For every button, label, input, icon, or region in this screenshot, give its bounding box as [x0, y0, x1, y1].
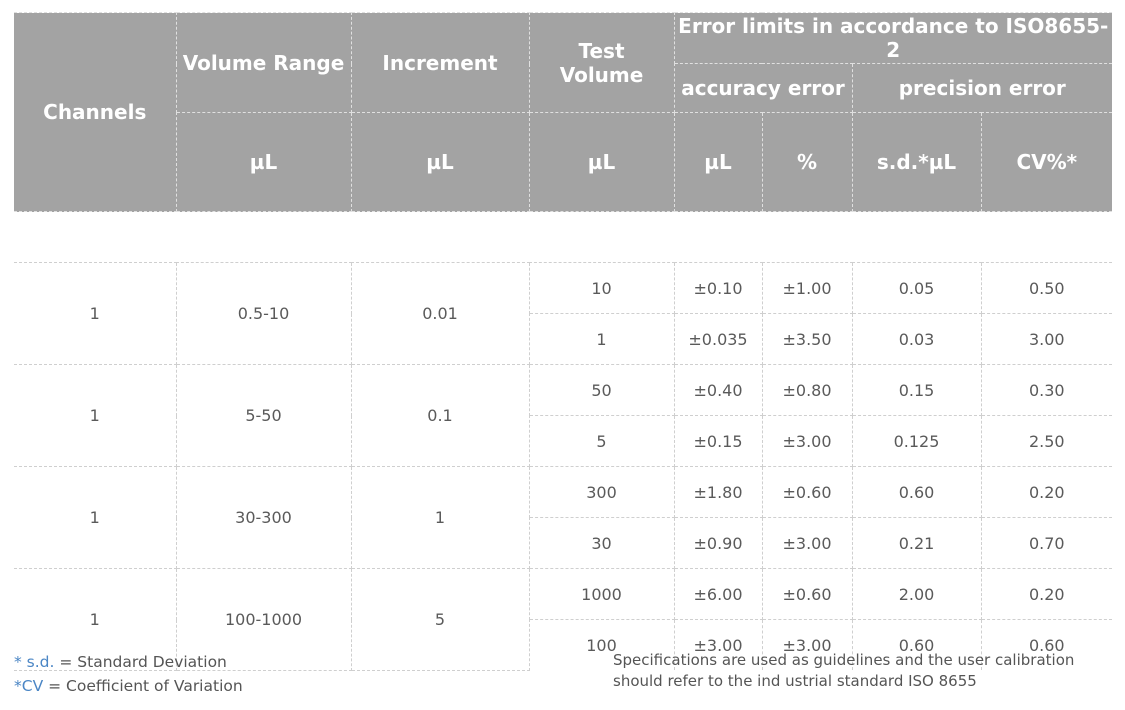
- cell-channels: 1: [14, 364, 177, 467]
- header-test-volume: Test Volume: [528, 12, 675, 113]
- specification-table: Channels Volume Range Increment Test Vol…: [14, 12, 1113, 671]
- cell-cv: 3.00: [980, 313, 1113, 365]
- footnote-sd: * s.d. = Standard Deviation: [14, 650, 243, 674]
- unit-test-volume: µL: [528, 112, 675, 212]
- cell-accuracy-ul: ±0.15: [673, 415, 763, 467]
- cell-sd: 0.125: [851, 415, 982, 467]
- unit-sd: s.d.*µL: [851, 112, 982, 212]
- cell-sd: 0.05: [851, 262, 982, 314]
- cell-cv: 0.30: [980, 364, 1113, 416]
- cell-cv: 0.60: [980, 619, 1113, 670]
- cell-test-volume: 1000: [528, 568, 675, 620]
- cell-sd: 0.03: [851, 313, 982, 365]
- cell-channels: 1: [14, 568, 177, 671]
- table-header: Channels Volume Range Increment Test Vol…: [14, 12, 1113, 212]
- cell-test-volume: 50: [528, 364, 675, 416]
- table-row: 1 5-50 0.1 50 ±0.40 ±0.80 0.15 0.30: [14, 364, 1113, 467]
- cell-sd: 0.15: [851, 364, 982, 416]
- cell-test-volume: 10: [528, 262, 675, 314]
- cell-test-volume: 300: [528, 466, 675, 518]
- cell-cv: 0.50: [980, 262, 1113, 314]
- cell-sd: 2.00: [851, 568, 982, 620]
- cell-accuracy-pct: ±0.60: [761, 568, 853, 620]
- unit-increment: µL: [350, 112, 530, 212]
- table-row: 1 30-300 1 300 ±1.80 ±0.60 0.60 0.20: [14, 466, 1113, 569]
- cell-cv: 0.20: [980, 466, 1113, 518]
- cell-accuracy-pct: ±3.50: [761, 313, 853, 365]
- cell-test-volume: 100: [529, 619, 675, 670]
- cell-increment: 5: [350, 568, 530, 671]
- cell-increment: 1: [350, 466, 530, 569]
- cell-volume-range: 0.5-10: [175, 262, 352, 365]
- table-row: 1 0.5-10 0.01 10 ±0.10 ±1.00 0.05 0.50: [14, 262, 1113, 365]
- cell-accuracy-ul: ±0.90: [673, 517, 763, 569]
- cell-accuracy-pct: ±1.00: [761, 262, 853, 314]
- cell-accuracy-pct: ±0.60: [761, 466, 853, 518]
- unit-cv: CV%*: [980, 112, 1113, 212]
- header-channels: Channels: [14, 12, 177, 212]
- cell-sd: 0.60: [851, 619, 982, 670]
- header-precision-error: precision error: [851, 63, 1113, 113]
- footnote-definitions: * s.d. = Standard Deviation *CV = Coeffi…: [14, 650, 243, 698]
- cell-increment: 0.1: [350, 364, 530, 467]
- unit-accuracy-ul: µL: [673, 112, 763, 212]
- footnote-sd-marker: * s.d.: [14, 653, 55, 671]
- cell-volume-range: 100-1000: [175, 568, 352, 671]
- cell-increment: 0.01: [350, 262, 530, 365]
- unit-accuracy-pct: %: [761, 112, 853, 212]
- cell-sd: 0.60: [851, 466, 982, 518]
- header-error-limits: Error limits in accordance to ISO8655-2: [673, 12, 1113, 64]
- cell-test-volume: 1: [529, 313, 675, 365]
- footnote-specification-note: Specifications are used as guidelines an…: [613, 651, 1075, 690]
- cell-cv: 0.70: [980, 517, 1113, 569]
- cell-volume-range: 5-50: [175, 364, 352, 467]
- cell-cv: 2.50: [980, 415, 1113, 467]
- cell-accuracy-ul: ±0.035: [673, 313, 763, 365]
- cell-sd: 0.21: [851, 517, 982, 569]
- cell-accuracy-pct: ±3.00: [761, 415, 853, 467]
- table-row: 1 100-1000 5 1000 ±6.00 ±0.60 2.00 0.20: [14, 568, 1113, 671]
- header-volume-range: Volume Range: [175, 12, 352, 113]
- cell-accuracy-pct: ±3.00: [761, 619, 853, 670]
- cell-channels: 1: [14, 466, 177, 569]
- cell-accuracy-ul: ±6.00: [673, 568, 763, 620]
- cell-volume-range: 30-300: [175, 466, 352, 569]
- cell-accuracy-pct: ±0.80: [761, 364, 853, 416]
- header-increment: Increment: [350, 12, 530, 113]
- cell-accuracy-pct: ±3.00: [761, 517, 853, 569]
- cell-accuracy-ul: ±3.00: [673, 619, 763, 670]
- table-row: 100 ±3.00 ±3.00 0.60 0.60: [14, 619, 1113, 670]
- cell-test-volume: 5: [529, 415, 675, 467]
- cell-accuracy-ul: ±0.10: [673, 262, 763, 314]
- table-body: 1 0.5-10 0.01 10 ±0.10 ±1.00 0.05 0.50 1…: [14, 211, 1113, 671]
- header-accuracy-error: accuracy error: [674, 63, 853, 113]
- footnote-cv-marker: *CV: [14, 677, 44, 695]
- cell-test-volume: 30: [529, 517, 675, 569]
- table-row: 5 ±0.15 ±3.00 0.125 2.50: [14, 415, 1113, 467]
- footnote-cv: *CV = Coefficient of Variation: [14, 674, 243, 698]
- footnote-cv-text: = Coefficient of Variation: [43, 677, 243, 695]
- cell-accuracy-ul: ±1.80: [673, 466, 763, 518]
- cell-channels: 1: [14, 262, 177, 365]
- unit-volume-range: µL: [176, 112, 352, 212]
- cell-accuracy-ul: ±0.40: [673, 364, 763, 416]
- footnote-sd-text: = Standard Deviation: [54, 653, 227, 671]
- cell-cv: 0.20: [980, 568, 1113, 620]
